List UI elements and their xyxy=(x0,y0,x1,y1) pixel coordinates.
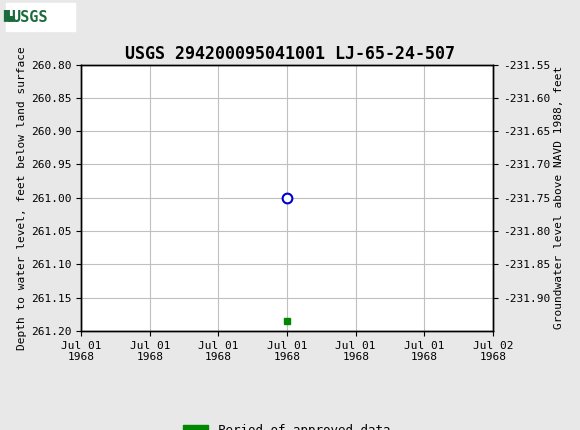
Text: USGS 294200095041001 LJ-65-24-507: USGS 294200095041001 LJ-65-24-507 xyxy=(125,45,455,63)
Text: █▄: █▄ xyxy=(3,9,14,22)
Text: USGS: USGS xyxy=(12,10,48,25)
FancyBboxPatch shape xyxy=(6,3,75,31)
Y-axis label: Depth to water level, feet below land surface: Depth to water level, feet below land su… xyxy=(17,46,27,350)
Y-axis label: Groundwater level above NAVD 1988, feet: Groundwater level above NAVD 1988, feet xyxy=(554,66,564,329)
Legend: Period of approved data: Period of approved data xyxy=(179,419,396,430)
